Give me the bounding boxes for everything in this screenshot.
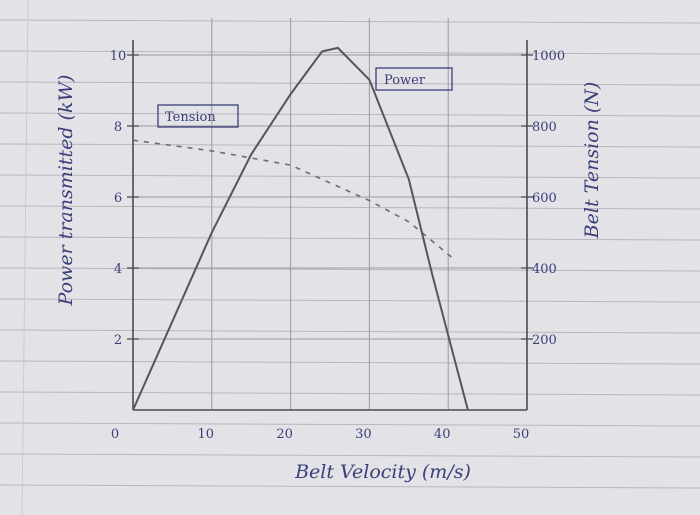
x-tick-label: 50 [513,427,530,442]
x-tick-label: 40 [434,427,451,442]
axes [127,40,533,411]
y-right-axis-title: Belt Tension (N) [581,82,603,240]
y-left-tick-label: 2 [114,333,122,348]
x-axis-title: Belt Velocity (m/s) [294,461,471,483]
ruled-line [0,267,700,272]
ruled-line [0,360,700,365]
x-tick-label: 10 [198,427,215,442]
y-right-tick-label: 1000 [532,49,565,64]
ruled-line [0,19,700,24]
ruled-line [0,453,700,458]
legend-tension-box [157,104,239,128]
y-left-tick-label: 10 [110,49,127,64]
legend-power-label: Power [384,73,426,88]
grid [133,18,527,410]
x-tick-label: 30 [355,427,372,442]
ruled-line [0,484,700,489]
legend-power-box [375,67,453,91]
ruled-line [0,236,700,241]
y-left-tick-label: 6 [114,191,122,206]
y-right-tick-label: 600 [532,191,557,206]
x-tick-label: 0 [111,427,119,442]
margin-line [21,0,29,515]
x-tick-labels: 0 10 20 30 40 50 [111,427,529,442]
series-tension-line [132,139,457,262]
y-right-tick-label: 400 [532,262,557,277]
y-left-tick-label: 4 [114,262,122,277]
legend-tension-label: Tension [165,110,216,125]
y-left-tick-label: 8 [114,120,122,135]
y-right-tick-labels: 200 400 600 800 1000 [532,49,565,348]
y-right-tick-label: 200 [532,333,557,348]
y-right-tick-label: 800 [532,120,557,135]
ruled-line [0,50,700,55]
ruled-lines [0,19,700,489]
ruled-line [0,205,700,210]
ruled-line [0,143,700,148]
ruled-line [0,422,700,427]
y-left-tick-labels: 2 4 6 8 10 [110,49,127,348]
ruled-line [0,112,700,117]
y-left-axis-title: Power transmitted (kW) [55,75,77,307]
ruled-line [0,391,700,396]
x-tick-label: 20 [276,427,293,442]
legend-power: Power [375,67,453,91]
ruled-line [0,174,700,179]
ruled-line [0,298,700,303]
ruled-line [0,81,700,86]
ruled-line [0,329,700,334]
legend-tension: Tension [157,104,239,128]
series-power-line [132,46,469,411]
